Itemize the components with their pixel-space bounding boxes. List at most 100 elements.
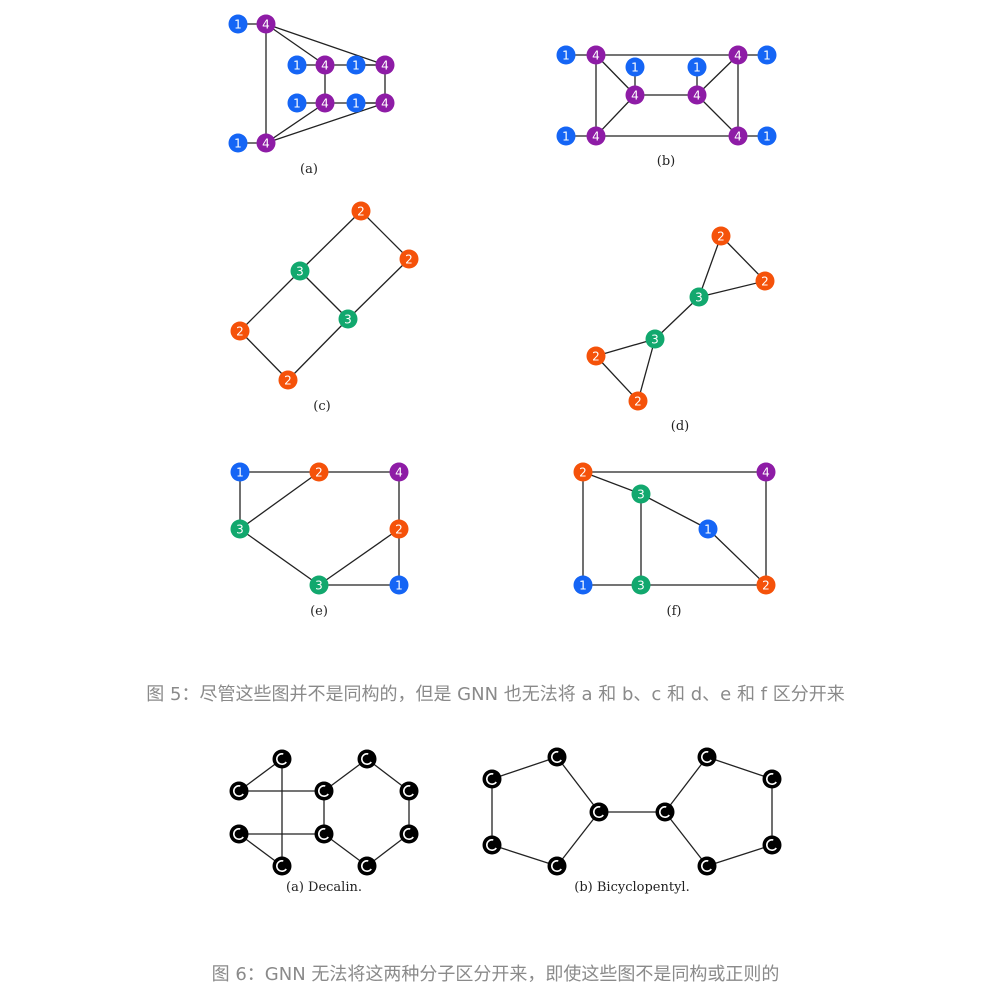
- node-b2: 4: [586, 45, 606, 65]
- node-value: 3: [637, 488, 645, 502]
- node-e4: 3: [230, 519, 250, 539]
- node-circle: [287, 93, 307, 113]
- node-value: 3: [315, 579, 323, 593]
- node-a5: 1: [346, 55, 366, 75]
- node-value: 4: [262, 18, 270, 32]
- node-value: 1: [562, 130, 570, 144]
- atom-symbol-c: [485, 838, 498, 851]
- node-b3: 1: [625, 57, 645, 77]
- edge-c5-c6: [239, 330, 289, 381]
- node-e7: 1: [389, 575, 409, 595]
- node-m7: [357, 749, 377, 769]
- node-m4: [229, 824, 249, 844]
- edge-d4-d6: [637, 338, 656, 402]
- node-m2: [314, 781, 334, 801]
- node-f6: 3: [631, 575, 651, 595]
- node-n6: [655, 802, 675, 822]
- node-circle: [389, 519, 409, 539]
- atom-circle: [482, 835, 502, 855]
- node-circle: [375, 93, 395, 113]
- node-value: 4: [381, 97, 389, 111]
- figure6-caption: 图 6：GNN 无法将这两种分子区分开来，即使这些图不是同构或正则的: [211, 964, 780, 985]
- atom-circle: [547, 747, 567, 767]
- atom-circle: [314, 824, 334, 844]
- node-circle: [625, 57, 645, 77]
- edge-e4-e6: [239, 528, 320, 586]
- node-circle: [728, 45, 748, 65]
- node-circle: [228, 14, 248, 34]
- node-circle: [757, 45, 777, 65]
- node-value: 2: [236, 325, 244, 339]
- atom-circle: [697, 747, 717, 767]
- node-circle: [755, 271, 775, 291]
- graph-d: 2 2 3 3 2 2 (d): [586, 226, 775, 434]
- node-a1: 1: [228, 14, 248, 34]
- edge-n3-n4: [556, 811, 600, 867]
- edge-a8-a12: [265, 102, 386, 144]
- node-circle: [228, 133, 248, 153]
- node-m8: [399, 781, 419, 801]
- edge-d1-d3: [698, 235, 722, 298]
- node-c3: 3: [290, 261, 310, 281]
- node-m6: [272, 749, 292, 769]
- node-circle: [399, 249, 419, 269]
- atom-circle: [762, 835, 782, 855]
- node-circle: [309, 462, 329, 482]
- node-f2: 4: [756, 462, 776, 482]
- node-a10: 4: [315, 93, 335, 113]
- node-circle: [586, 126, 606, 146]
- graph-label-decalin: (a) Decalin.: [286, 880, 362, 895]
- node-b9: 1: [556, 126, 576, 146]
- graph-decalin: (a) Decalin.: [229, 749, 419, 895]
- node-circle: [586, 346, 606, 366]
- edge-c2-c4: [347, 258, 410, 320]
- node-value: 4: [321, 59, 329, 73]
- node-f3: 3: [631, 484, 651, 504]
- node-d1: 2: [711, 226, 731, 246]
- graph-label-b: (b): [657, 154, 675, 169]
- node-d4: 3: [645, 329, 665, 349]
- atom-symbol-c: [317, 784, 330, 797]
- node-d5: 2: [586, 346, 606, 366]
- edge-n1-n2: [491, 756, 558, 780]
- node-value: 1: [352, 59, 360, 73]
- atom-circle: [229, 781, 249, 801]
- node-m1: [229, 781, 249, 801]
- node-a12: 4: [256, 133, 276, 153]
- node-e1: 1: [230, 462, 250, 482]
- graph-label-c: (c): [313, 399, 330, 414]
- atom-symbol-c: [317, 827, 330, 840]
- node-circle: [631, 575, 651, 595]
- node-value: 4: [395, 466, 403, 480]
- node-a11: 1: [228, 133, 248, 153]
- graph-label-d: (d): [671, 419, 689, 434]
- node-n2: [547, 747, 567, 767]
- node-value: 4: [762, 466, 770, 480]
- node-circle: [230, 321, 250, 341]
- edge-n10-n6: [664, 811, 708, 867]
- node-b11: 1: [757, 126, 777, 146]
- node-value: 2: [717, 230, 725, 244]
- edge-b12-b6: [696, 94, 739, 137]
- node-a3: 1: [287, 55, 307, 75]
- node-a8: 4: [375, 93, 395, 113]
- node-value: 3: [236, 523, 244, 537]
- graph-label-a: (a): [300, 162, 318, 177]
- node-value: 2: [579, 466, 587, 480]
- node-value: 2: [357, 205, 365, 219]
- node-circle: [586, 45, 606, 65]
- node-circle: [287, 55, 307, 75]
- atom-circle: [314, 781, 334, 801]
- edge-a10-a12: [265, 102, 326, 144]
- node-circle: [556, 126, 576, 146]
- node-n10: [697, 856, 717, 876]
- atom-circle: [357, 749, 377, 769]
- node-circle: [256, 133, 276, 153]
- node-value: 2: [762, 579, 770, 593]
- node-b8: 4: [728, 45, 748, 65]
- node-circle: [351, 201, 371, 221]
- node-m9: [399, 824, 419, 844]
- node-f4: 1: [698, 519, 718, 539]
- node-a7: 1: [346, 93, 366, 113]
- edge-d4-d5: [595, 338, 656, 357]
